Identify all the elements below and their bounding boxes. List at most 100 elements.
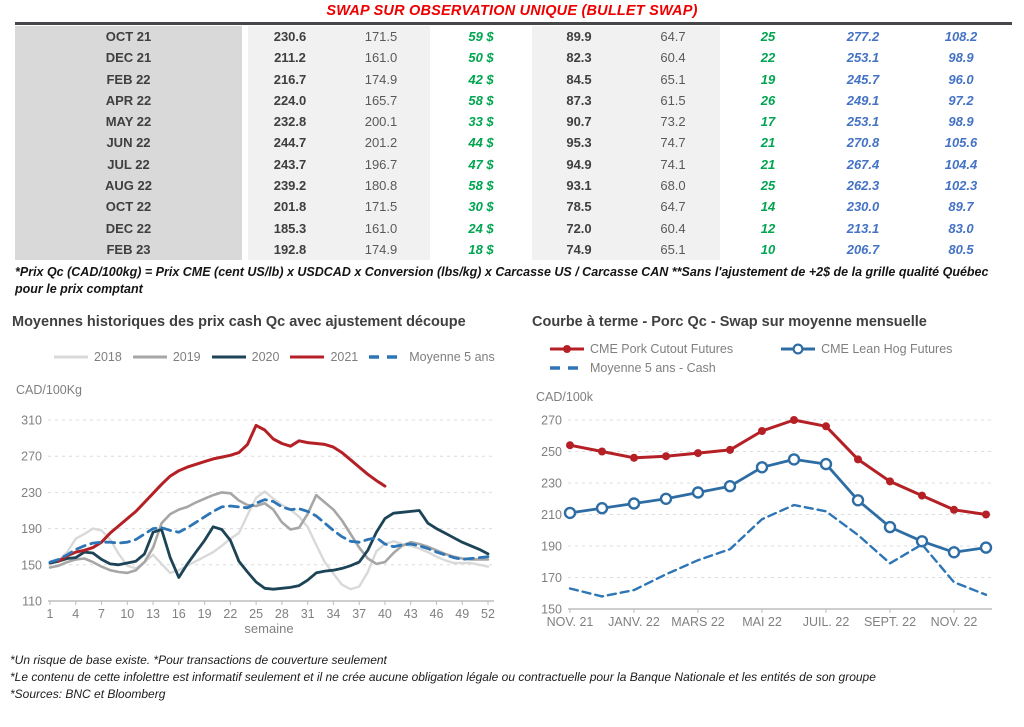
table-value-cell: 253.1 (846, 114, 880, 130)
left-chart-unit-label: CAD/100Kg (16, 383, 83, 397)
table-value-cell: 232.8 (242, 111, 332, 133)
table-value-cell: 93.1 (532, 175, 626, 197)
table-month-cell: OCT 21 (15, 26, 242, 48)
table-value-cell: 78.5 (532, 196, 626, 218)
x-tick-label: 13 (146, 607, 160, 621)
table-value-cell: 216.7 (242, 68, 332, 90)
y-tick-label: 250 (541, 445, 562, 459)
table-value-cell: 96.0 (948, 71, 974, 87)
legend-row: 2018 2019 2020 2021 Moyenne 5 ans (52, 350, 495, 364)
table-value-cell: 224.0 (242, 89, 332, 112)
table-value-cell: 165.7 (332, 89, 430, 112)
legend-item: 2021 (288, 350, 358, 364)
table-value-cell: 65.1 (626, 68, 720, 90)
legend-swatch-line-dot-icon (550, 345, 584, 353)
table-value-cell: 180.8 (332, 175, 430, 197)
table-value-cell: 74.9 (532, 238, 626, 261)
swap-table: OCT 21 230.6 171.5 59 $89.9 64.7 25 277.2 108.2… (15, 26, 1012, 261)
table-value-cell: 73.2 (626, 111, 720, 133)
table-value-cell: 98.9 (948, 50, 974, 66)
data-point-marker (790, 416, 798, 424)
table-month-cell: JUN 22 (15, 132, 242, 154)
table-value-cell: 89.7 (948, 199, 974, 215)
legend-label: 2019 (172, 350, 201, 364)
table-value-cell: 87.3 (532, 89, 626, 112)
table-value-cell: 21 (760, 135, 776, 151)
table-value-cell: 68.0 (626, 175, 720, 197)
table-value-cell: 17 (760, 114, 776, 130)
table-value-cell: 230.6 (242, 26, 332, 48)
table-value-cell: 14 (760, 199, 776, 215)
x-tick-label: MARS 22 (671, 615, 725, 629)
table-value-cell: 161.0 (332, 217, 430, 239)
x-tick-label: JANV. 22 (608, 615, 660, 629)
y-tick-label: 230 (21, 486, 42, 500)
table-value-cell: 105.6 (944, 135, 978, 151)
table-month-cell: FEB 23 (15, 238, 242, 261)
data-point-marker (851, 494, 865, 507)
data-point-marker (755, 461, 769, 474)
legend-swatch-dash-icon (369, 355, 404, 359)
x-tick-label: 22 (223, 607, 237, 621)
table-value-cell: 262.3 (846, 178, 880, 194)
data-point-marker (598, 447, 606, 456)
data-point-marker (726, 445, 734, 454)
data-point-marker (886, 477, 894, 486)
table-month-cell: AUG 22 (15, 175, 242, 197)
series-line (48, 491, 490, 575)
table-value-cell: 98.9 (948, 114, 974, 130)
table-month-cell: MAY 22 (15, 111, 242, 133)
y-tick-label: 230 (541, 477, 562, 491)
table-value-cell: 10 (760, 241, 776, 257)
table-value-cell: 174.9 (332, 238, 430, 261)
legend-label: CME Lean Hog Futures (821, 342, 953, 356)
x-tick-label: NOV. 21 (547, 615, 594, 629)
left-chart-legend: 2018 2019 2020 2021 Moyenne 5 ans (52, 350, 495, 364)
table-value-cell: 244.7 (242, 132, 332, 154)
data-point-marker (915, 535, 929, 548)
page-footnotes: *Un risque de base existe. *Pour transac… (10, 652, 1015, 703)
right-chart-title: Courbe à terme - Porc Qc - Swap sur moye… (532, 314, 927, 330)
data-point-marker (947, 546, 961, 559)
table-value-cell: 22 (760, 50, 776, 66)
table-value-cell: 60.4 (626, 47, 720, 69)
legend-swatch-line-icon (132, 355, 167, 359)
table-value-cell: 60.4 (626, 217, 720, 239)
legend-label: CME Pork Cutout Futures (590, 342, 734, 356)
y-tick-label: 150 (541, 603, 562, 617)
legend-label: Moyenne 5 ans (409, 350, 495, 364)
legend-item: Moyenne 5 ans - Cash (548, 361, 716, 375)
table-value-cell: 42 $ (468, 71, 494, 87)
table-value-cell: 58 $ (468, 178, 494, 194)
table-value-cell: 30 $ (468, 199, 494, 215)
table-value-cell: 18 $ (468, 241, 494, 257)
right-chart-legend: CME Pork Cutout Futures CME Lean Hog Futu… (548, 342, 952, 375)
x-tick-label: 34 (326, 607, 340, 621)
y-tick-label: 170 (541, 571, 562, 585)
table-value-cell: 50 $ (468, 50, 494, 66)
series-line (48, 509, 490, 591)
table-value-cell: 44 $ (468, 135, 494, 151)
table-value-cell: 24 $ (468, 220, 494, 236)
table-value-cell: 102.3 (944, 178, 978, 194)
table-value-cell: 108.2 (944, 29, 978, 44)
legend-label: 2020 (251, 350, 280, 364)
legend-swatch-line-icon (54, 355, 88, 359)
data-point-marker (627, 497, 641, 510)
table-value-cell: 94.9 (532, 153, 626, 176)
table-value-cell: 277.2 (846, 29, 880, 44)
x-tick-label: 52 (481, 607, 495, 621)
table-value-cell: 95.3 (532, 132, 626, 154)
table-value-cell: 253.1 (846, 50, 880, 66)
data-point-marker (822, 422, 830, 431)
legend-swatch-line-icon (211, 355, 246, 359)
table-value-cell: 59 $ (468, 29, 494, 44)
table-value-cell: 21 (760, 156, 776, 172)
x-axis-title: semaine (244, 621, 293, 636)
data-point-marker (918, 491, 926, 500)
data-point-marker (595, 501, 609, 515)
table-value-cell: 61.5 (626, 89, 720, 112)
legend-label: 2018 (94, 350, 122, 364)
data-point-marker (566, 441, 574, 450)
